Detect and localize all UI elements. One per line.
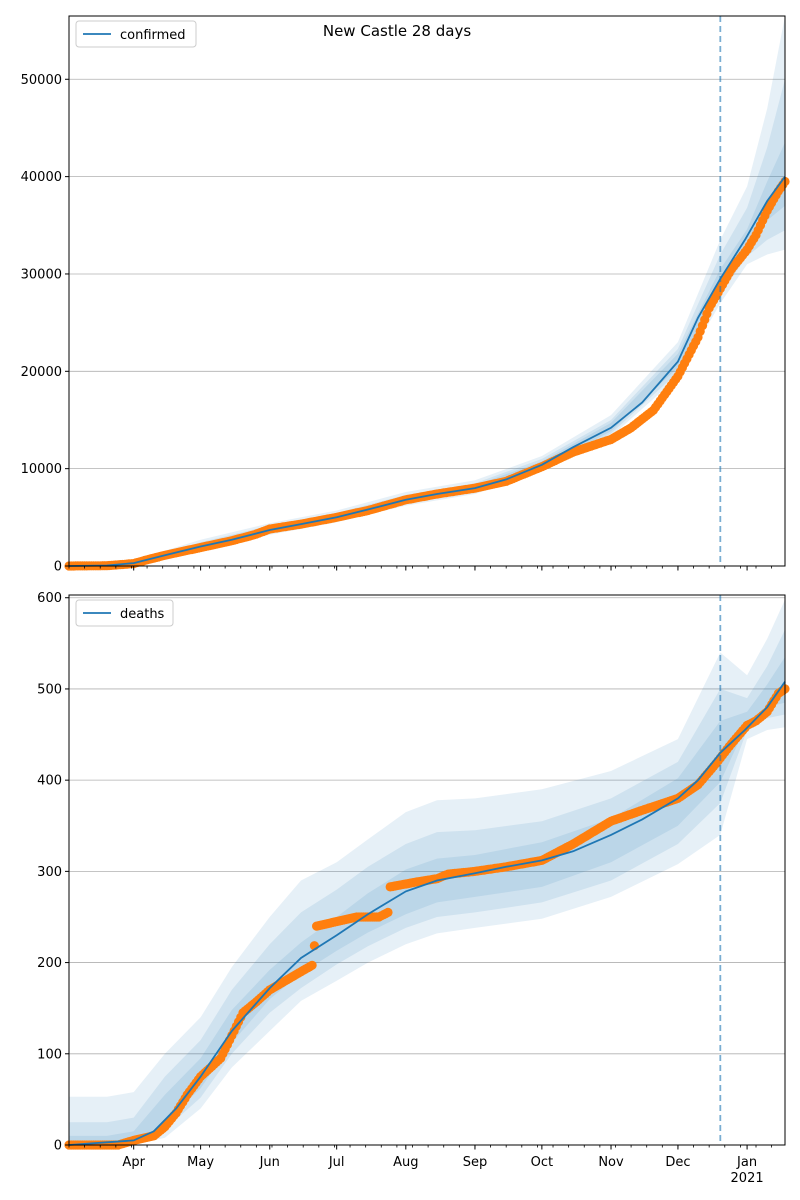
confirmed-y-tick-label: 30000 (21, 267, 62, 282)
legend-box (75, 20, 197, 48)
confirmed-y-tick-label: 10000 (21, 462, 62, 477)
confirmed-uncertainty-bands (69, 16, 785, 567)
x-tick-label: Oct (531, 1155, 553, 1170)
deaths-plot-frame (68, 594, 786, 1146)
x-tick-label: Sep (463, 1155, 488, 1170)
deaths-y-tick-label: 400 (37, 774, 62, 789)
confirmed-y-tick-label: 40000 (21, 170, 62, 185)
confirmed-y-tick-label: 20000 (21, 365, 62, 380)
deaths-band-middle (69, 629, 785, 1145)
confirmed-model-line (68, 176, 786, 567)
x-tick-label: Jun (259, 1155, 280, 1170)
legend-label-deaths: deaths (120, 607, 165, 622)
deaths-model-line (68, 681, 786, 1146)
deaths-y-tick-label: 200 (37, 956, 62, 971)
confirmed-band-inner (69, 142, 785, 566)
legend-label-confirmed: confirmed (120, 28, 186, 43)
deaths-model-line-group (68, 681, 786, 1146)
deaths-legend: deaths (75, 599, 174, 627)
deaths-uncertainty-bands (69, 599, 785, 1145)
confirmed-x-axis (68, 566, 773, 571)
confirmed-y-axis: 0 10000 20000 30000 40000 50000 (21, 73, 69, 575)
legend-box (75, 599, 174, 627)
deaths-y-axis: 0 100 200 300 400 500 600 (37, 591, 69, 1154)
confirmed-y-tick-label: 50000 (21, 73, 62, 88)
confirmed-observed-points (64, 176, 790, 571)
deaths-y-tick-label: 300 (37, 865, 62, 880)
deaths-band-inner (69, 657, 785, 1145)
x-tick-label: Apr (122, 1155, 145, 1170)
deaths-panel: 0 100 200 300 400 500 600 Apr May Jun Jul Aug Sep Oc… (37, 591, 790, 1186)
deaths-y-tick-label: 600 (37, 591, 62, 606)
confirmed-legend: confirmed (75, 20, 197, 48)
confirmed-band-outer (69, 16, 785, 566)
x-tick-label: Nov (598, 1155, 624, 1170)
confirmed-axes-frame (68, 15, 786, 567)
figure-title: New Castle 28 days (323, 22, 471, 40)
x-tick-label: May (187, 1155, 214, 1170)
confirmed-plot-frame (68, 15, 786, 567)
confirmed-panel: 0 10000 20000 30000 40000 50000 confirmed (21, 15, 790, 575)
x-tick-label: Jul (328, 1155, 345, 1170)
deaths-observed-point (383, 907, 393, 918)
deaths-y-tick-label: 500 (37, 682, 62, 697)
deaths-axes-frame (68, 594, 786, 1146)
deaths-y-tick-label: 0 (54, 1139, 62, 1154)
x-tick-label: Aug (393, 1155, 418, 1170)
confirmed-y-tick-label: 0 (54, 560, 62, 575)
deaths-y-tick-label: 100 (37, 1047, 62, 1062)
x-tick-label: Dec (665, 1155, 690, 1170)
x-tick-sublabel: 2021 (731, 1171, 764, 1186)
deaths-observed-point (307, 960, 317, 970)
x-tick-label: Jan (736, 1155, 757, 1170)
confirmed-model-line-group (68, 176, 786, 567)
